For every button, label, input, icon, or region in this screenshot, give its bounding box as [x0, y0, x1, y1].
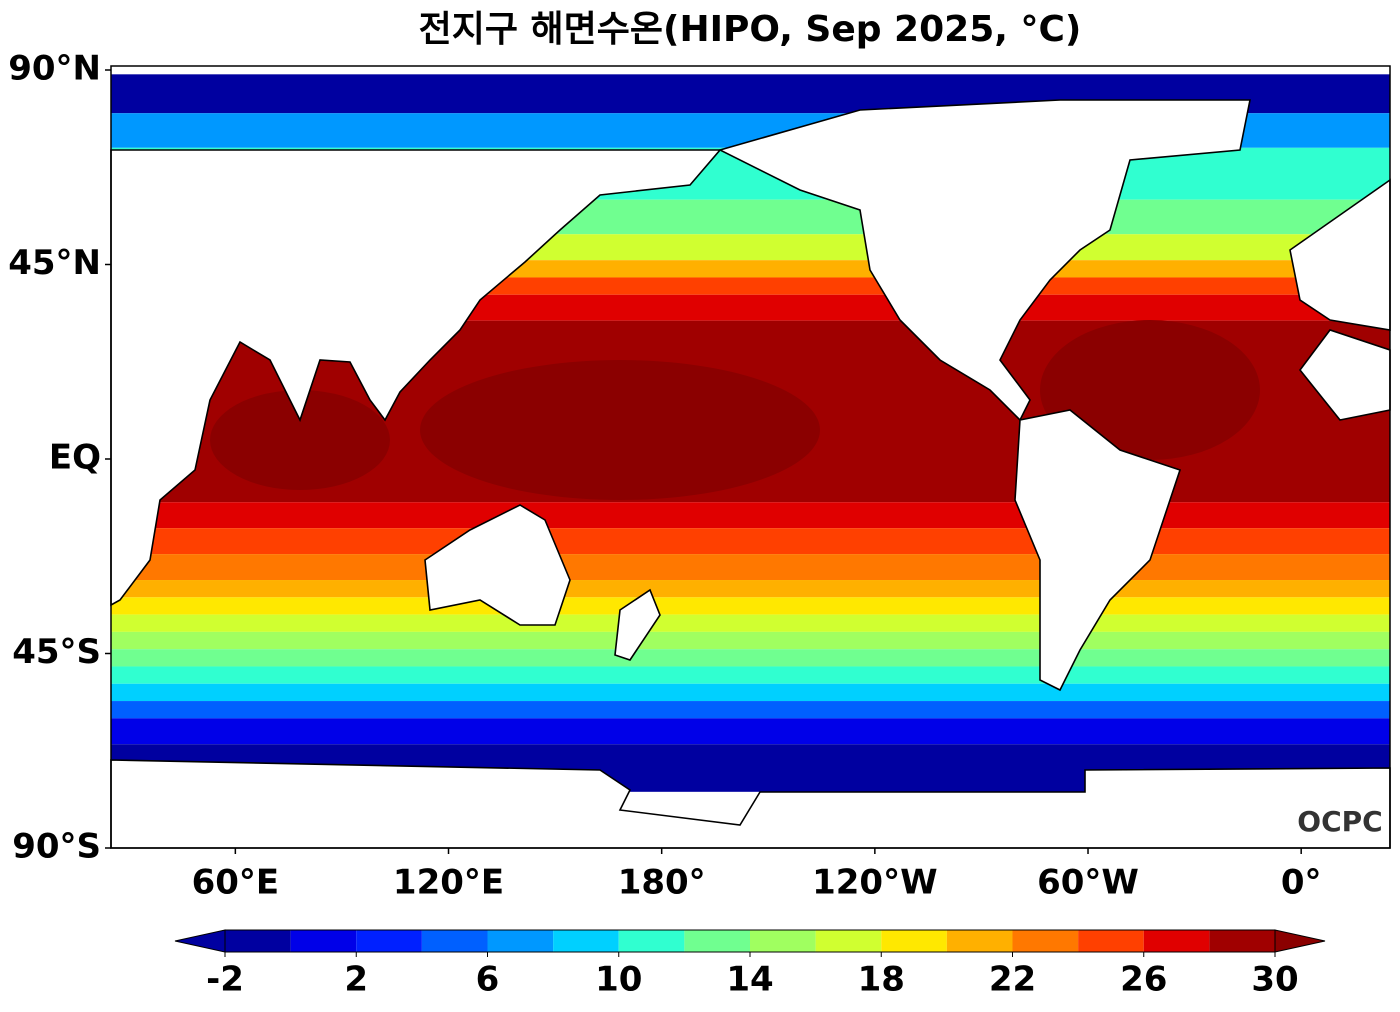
colorbar: -2 2 6 10 14 18 22 26 30	[174, 929, 1326, 1000]
colorbar-tick-label: -2	[206, 960, 244, 1000]
sst-band	[111, 502, 1390, 529]
y-tick-label: EQ	[49, 438, 101, 478]
sst-band	[111, 683, 1390, 702]
sst-band	[111, 666, 1390, 684]
sst-band	[111, 701, 1390, 719]
colorbar-box	[881, 930, 947, 952]
map-title: 전지구 해면수온(HIPO, Sep 2025, °C)	[419, 9, 1082, 50]
sst-band	[111, 580, 1390, 598]
sst-band	[111, 597, 1390, 615]
colorbar-box	[225, 930, 291, 952]
sst-band	[111, 631, 1390, 650]
x-tick-label: 60°W	[1037, 863, 1139, 903]
warm-pool	[210, 390, 390, 490]
colorbar-box	[618, 930, 685, 952]
colorbar-tick-label: 30	[1251, 960, 1298, 1000]
sst-band	[111, 528, 1390, 555]
south-america	[1014, 409, 1182, 692]
colorbar-box	[421, 930, 488, 952]
colorbar-tick-label: 18	[858, 960, 905, 1000]
warm-pool	[1040, 320, 1260, 460]
credit-logo: OCPC	[1297, 805, 1382, 838]
x-tick-label: 120°W	[812, 863, 937, 903]
colorbar-box	[750, 930, 816, 952]
north-america	[717, 99, 1251, 422]
colorbar-tick-label: 22	[989, 960, 1036, 1000]
sst-band	[111, 718, 1390, 745]
colorbar-tick-label: 10	[595, 960, 642, 1000]
new-zealand	[614, 588, 661, 661]
europe	[1289, 178, 1391, 331]
colorbar-tick-label: 6	[476, 960, 500, 1000]
colorbar-tick-label: 14	[726, 960, 773, 1000]
map-frame	[110, 65, 1391, 849]
west-africa	[1298, 329, 1391, 421]
land	[110, 99, 1391, 849]
x-tick-label: 0°	[1281, 863, 1322, 903]
sst-band	[111, 614, 1390, 632]
sst-band	[111, 554, 1390, 581]
x-tick-label: 60°E	[192, 863, 280, 903]
x-tick-label: 180°	[618, 863, 706, 903]
colorbar-box	[356, 930, 422, 952]
colorbar-box	[1078, 930, 1144, 952]
colorbar-box	[290, 930, 357, 952]
y-tick-label: 90°S	[12, 827, 101, 867]
colorbar-box	[1143, 930, 1210, 952]
sst-band	[111, 649, 1390, 667]
colorbar-extend-high	[1274, 929, 1326, 953]
x-tick-label: 120°E	[393, 863, 504, 903]
colorbar-extend-low	[174, 929, 226, 953]
colorbar-tick-label: 2	[344, 960, 368, 1000]
australia	[424, 504, 571, 626]
colorbar-tick-label: 26	[1120, 960, 1167, 1000]
colorbar-box	[487, 930, 554, 952]
y-tick-label: 90°N	[8, 49, 101, 89]
eurasia-africa	[110, 149, 722, 607]
y-tick-label: 45°S	[12, 632, 101, 672]
y-tick-label: 45°N	[8, 243, 101, 283]
colorbar-box	[815, 930, 882, 952]
colorbar-box	[1209, 930, 1275, 952]
colorbar-box	[553, 930, 619, 952]
colorbar-box	[946, 930, 1013, 952]
axes: 90°N 45°N EQ 45°S 90°S 60°E 120°E 180° 120°W 60°W…	[8, 49, 1321, 903]
colorbar-box	[684, 930, 750, 952]
warm-pool	[420, 360, 820, 500]
colorbar-box	[1012, 930, 1079, 952]
